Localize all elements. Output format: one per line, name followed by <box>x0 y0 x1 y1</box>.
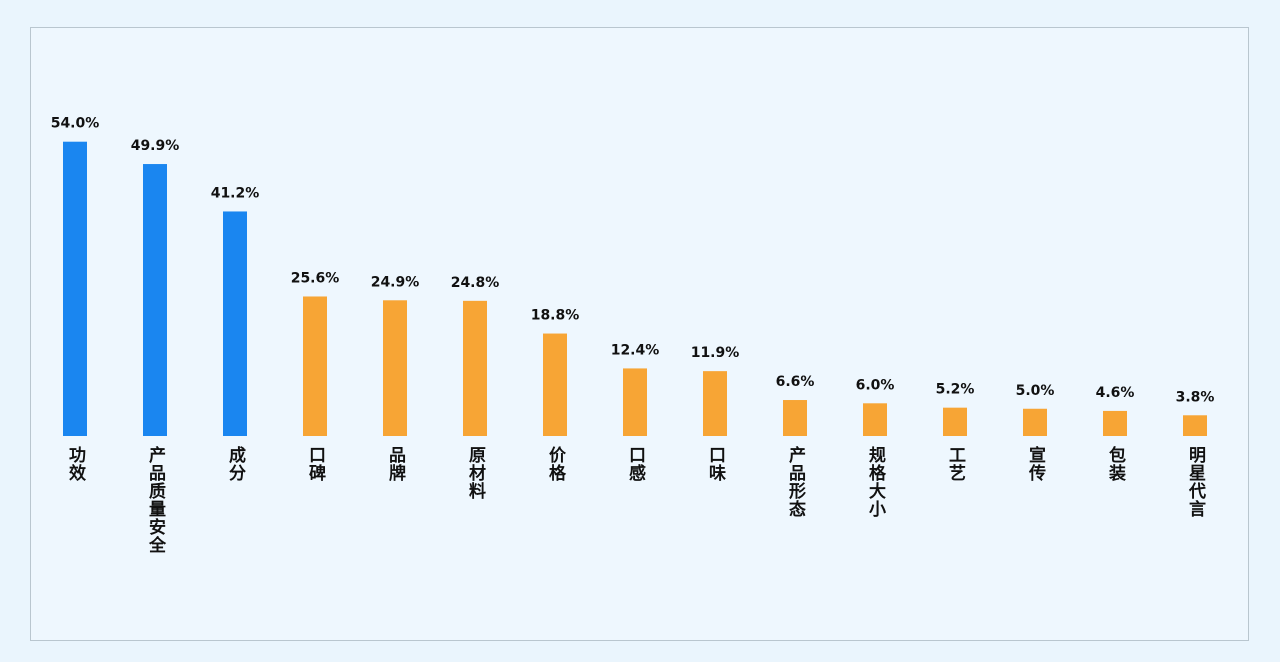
category-label: 工艺 <box>945 446 966 482</box>
category-label: 规格大小 <box>865 446 886 518</box>
value-label: 12.4% <box>611 342 660 358</box>
value-label: 5.0% <box>1016 383 1055 399</box>
bar <box>543 333 567 436</box>
bar <box>863 403 887 436</box>
value-label: 18.8% <box>531 308 580 324</box>
bar <box>303 296 327 436</box>
category-label: 口碑 <box>305 446 326 482</box>
category-label: 产品形态 <box>785 445 806 518</box>
value-label: 24.9% <box>371 274 420 290</box>
value-label: 5.2% <box>936 382 975 398</box>
bar <box>1103 410 1127 436</box>
bar <box>383 300 407 436</box>
value-label: 41.2% <box>211 185 260 201</box>
category-label: 口感 <box>625 446 646 482</box>
value-label: 54.0% <box>51 116 100 132</box>
category-label: 价格 <box>545 446 566 482</box>
value-label: 4.6% <box>1096 385 1135 401</box>
bar <box>63 141 87 436</box>
value-label: 6.0% <box>856 377 895 393</box>
category-label: 明星代言 <box>1185 446 1207 518</box>
bar <box>943 407 967 436</box>
bar <box>1023 408 1047 436</box>
value-label: 6.6% <box>776 374 815 390</box>
bar <box>783 400 807 436</box>
bar <box>623 368 647 436</box>
bar <box>1183 415 1207 436</box>
bar <box>223 211 247 436</box>
category-label: 品牌 <box>385 446 406 482</box>
value-label: 11.9% <box>691 345 740 361</box>
category-label: 功效 <box>65 446 86 482</box>
value-label: 49.9% <box>131 138 180 154</box>
category-label: 口味 <box>705 446 726 482</box>
category-label: 原材料 <box>465 446 486 500</box>
bar <box>143 164 167 437</box>
bar <box>463 300 487 436</box>
value-label: 25.6% <box>291 270 340 286</box>
value-label: 24.8% <box>451 275 500 291</box>
panel <box>30 27 1249 641</box>
category-label: 宣传 <box>1025 445 1047 482</box>
category-label: 包装 <box>1105 445 1127 482</box>
bar <box>703 371 727 436</box>
category-label: 产品质量安全 <box>145 445 167 554</box>
category-label: 成分 <box>225 445 246 482</box>
value-label: 3.8% <box>1176 389 1215 405</box>
